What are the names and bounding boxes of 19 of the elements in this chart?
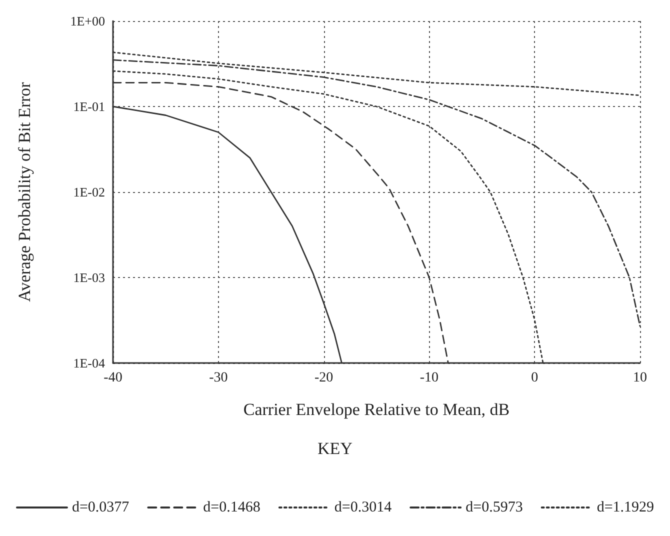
x-tick-label: -10: [420, 370, 439, 386]
x-tick-label: -30: [209, 370, 228, 386]
y-tick-label: 1E-02: [73, 184, 105, 200]
legend-label: d=0.5973: [466, 500, 523, 516]
y-tick-label: 1E-04: [73, 356, 106, 370]
y-tick-label: 1E-03: [73, 270, 105, 285]
x-tick-label: -40: [104, 370, 122, 386]
legend-label: d=0.1468: [203, 500, 260, 516]
legend-title: KEY: [318, 439, 352, 458]
x-tick-label: -20: [314, 370, 334, 386]
x-axis-title: Carrier Envelope Relative to Mean, dB: [243, 400, 510, 419]
x-tick-label: 10: [633, 370, 647, 386]
legend-label: d=1.1929: [596, 500, 654, 516]
y-tick-label: 1E-01: [73, 99, 105, 114]
y-axis-title: Average Probability of Bit Error: [15, 82, 34, 302]
y-tick-label: 1E+00: [70, 14, 105, 28]
legend-label: d=0.0377: [72, 500, 130, 516]
x-tick-label: 0: [531, 370, 538, 386]
legend-label: d=0.3014: [334, 500, 392, 516]
